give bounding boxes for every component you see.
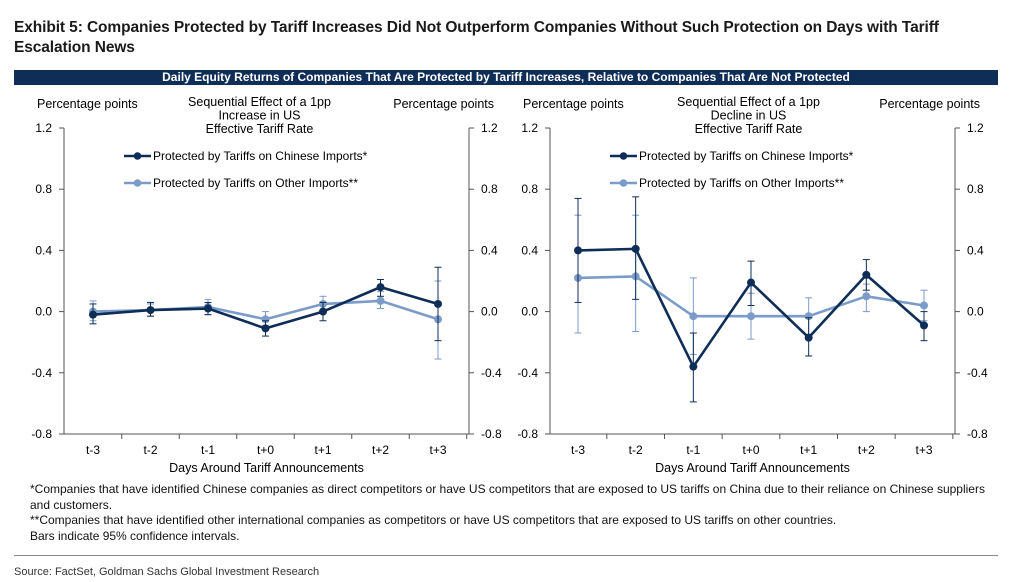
y-tick-label-right: 0.4 xyxy=(481,243,498,257)
divider xyxy=(14,555,998,556)
y-tick-label-right: 0.0 xyxy=(481,305,498,319)
x-tick-label: t+0 xyxy=(257,443,274,457)
y-tick-label-right: -0.4 xyxy=(967,366,988,380)
chart-panel-2: 1.2 1.2 0.8 0.8 0.4 0.4 0.0 0.0 -0.4 -0.4 -0.8 -0.8… xyxy=(517,95,988,475)
data-point xyxy=(920,321,928,330)
x-tick-label: t-3 xyxy=(571,443,585,457)
data-point xyxy=(747,312,755,321)
y-tick-label-right: -0.8 xyxy=(481,427,502,441)
data-point xyxy=(319,307,327,316)
x-tick-label: t+2 xyxy=(372,443,389,457)
y-tick-label-left: 0.8 xyxy=(521,182,538,196)
data-point xyxy=(574,246,582,255)
x-tick-label: t+0 xyxy=(742,443,759,457)
y-axis-title-right: Percentage points xyxy=(879,97,980,111)
legend-item: Protected by Tariffs on Other Imports** xyxy=(124,176,358,190)
legend-swatch-marker xyxy=(133,152,142,160)
y-axis-title-left: Percentage points xyxy=(37,97,138,111)
y-tick-label-left: 1.2 xyxy=(35,121,52,135)
y-tick-label-left: 0.4 xyxy=(35,243,52,257)
data-point xyxy=(376,283,385,292)
legend-item: Protected by Tariffs on Chinese Imports* xyxy=(610,149,854,163)
y-tick-label-right: 0.4 xyxy=(967,243,984,257)
legend-swatch-marker xyxy=(619,152,628,160)
panel-title-line: Effective Tariff Rate xyxy=(206,122,314,136)
data-point xyxy=(434,299,442,308)
x-tick-label: t-2 xyxy=(143,443,157,457)
y-tick-label-left: 0.0 xyxy=(521,305,538,319)
y-tick-label-left: -0.8 xyxy=(31,427,52,441)
x-tick-label: t-3 xyxy=(86,443,100,457)
x-tick-label: t+1 xyxy=(314,443,331,457)
series-chinese-imports xyxy=(574,196,928,403)
legend-swatch-marker xyxy=(133,179,142,187)
data-point xyxy=(862,292,871,301)
y-tick-label-left: 0.4 xyxy=(521,243,538,257)
x-tick-label: t+1 xyxy=(800,443,817,457)
y-tick-label-left: 0.0 xyxy=(35,305,52,319)
data-point xyxy=(862,270,871,279)
y-axis-title-right: Percentage points xyxy=(393,97,494,111)
chart-panel-1: 1.2 1.2 0.8 0.8 0.4 0.4 0.0 0.0 -0.4 -0.4 -0.8 -0.8… xyxy=(31,95,502,475)
x-axis-title: Days Around Tariff Announcements xyxy=(655,461,850,475)
data-point xyxy=(689,362,698,371)
legend-item: Protected by Tariffs on Other Imports** xyxy=(610,176,844,190)
x-tick-label: t-1 xyxy=(201,443,215,457)
y-tick-label-left: 1.2 xyxy=(521,121,538,135)
x-tick-label: t+2 xyxy=(858,443,875,457)
panel-title-line: Sequential Effect of a 1pp xyxy=(188,95,331,109)
footnotes: *Companies that have identified Chinese … xyxy=(30,482,1000,544)
source-note: Source: FactSet, Goldman Sachs Global In… xyxy=(14,566,320,578)
data-point xyxy=(146,306,155,315)
data-point xyxy=(204,304,212,313)
legend-swatch-marker xyxy=(619,179,628,187)
y-tick-label-right: 0.8 xyxy=(481,182,498,196)
data-point xyxy=(920,301,928,310)
y-axis-title-left: Percentage points xyxy=(523,97,624,111)
data-point xyxy=(376,296,385,305)
data-point xyxy=(631,244,640,253)
series-other-imports xyxy=(89,280,442,360)
data-point xyxy=(261,324,270,333)
footnote-ci: Bars indicate 95% confidence intervals. xyxy=(30,528,240,543)
series-chinese-imports xyxy=(89,266,442,342)
legend-label: Protected by Tariffs on Chinese Imports* xyxy=(153,149,368,163)
y-tick-label-left: -0.8 xyxy=(517,427,538,441)
y-tick-label-right: 0.0 xyxy=(967,305,984,319)
panel-title-line: Decline in US xyxy=(711,109,787,123)
y-tick-label-right: -0.8 xyxy=(967,427,988,441)
x-tick-label: t-2 xyxy=(629,443,643,457)
panel-title-line: Effective Tariff Rate xyxy=(695,122,803,136)
data-point xyxy=(804,333,813,342)
y-tick-label-right: 0.8 xyxy=(967,182,984,196)
footnote-other: **Companies that have identified other i… xyxy=(30,513,837,527)
y-tick-label-left: 0.8 xyxy=(35,182,52,196)
data-point xyxy=(89,310,97,319)
y-tick-label-right: -0.4 xyxy=(481,366,502,380)
chart-banner: Daily Equity Returns of Companies That A… xyxy=(14,70,998,85)
panel-title-line: Increase in US xyxy=(219,109,301,123)
footnote-chinese: *Companies that have identified Chinese … xyxy=(30,482,985,512)
y-tick-label-left: -0.4 xyxy=(31,366,52,380)
legend-item: Protected by Tariffs on Chinese Imports* xyxy=(124,149,368,163)
y-tick-label-right: 1.2 xyxy=(481,121,498,135)
charts-canvas: 1.2 1.2 0.8 0.8 0.4 0.4 0.0 0.0 -0.4 -0.4 -0.8 -0.8… xyxy=(31,95,988,475)
x-tick-label: t+3 xyxy=(429,443,446,457)
x-tick-label: t-1 xyxy=(686,443,700,457)
exhibit-title: Exhibit 5: Companies Protected by Tariff… xyxy=(14,19,939,56)
legend-label: Protected by Tariffs on Other Imports** xyxy=(153,176,358,190)
legend-label: Protected by Tariffs on Other Imports** xyxy=(639,176,844,190)
y-tick-label-right: 1.2 xyxy=(967,121,984,135)
y-tick-label-left: -0.4 xyxy=(517,366,538,380)
legend-label: Protected by Tariffs on Chinese Imports* xyxy=(639,149,854,163)
panel-title-line: Sequential Effect of a 1pp xyxy=(677,95,820,109)
data-point xyxy=(689,312,698,321)
x-tick-label: t+3 xyxy=(915,443,932,457)
data-point xyxy=(747,278,755,287)
x-axis-title: Days Around Tariff Announcements xyxy=(169,461,364,475)
